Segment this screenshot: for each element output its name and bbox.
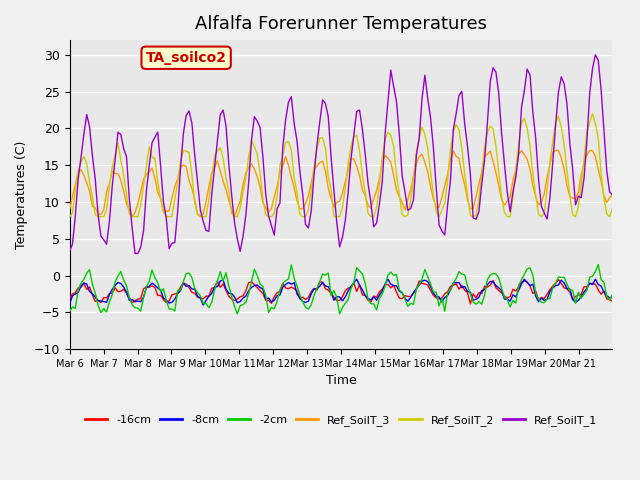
Text: TA_soilco2: TA_soilco2 (146, 51, 227, 65)
X-axis label: Time: Time (326, 374, 356, 387)
Y-axis label: Temperatures (C): Temperatures (C) (15, 141, 28, 249)
Legend: -16cm, -8cm, -2cm, Ref_SoilT_3, Ref_SoilT_2, Ref_SoilT_1: -16cm, -8cm, -2cm, Ref_SoilT_3, Ref_Soil… (81, 410, 602, 430)
Title: Alfalfa Forerunner Temperatures: Alfalfa Forerunner Temperatures (195, 15, 487, 33)
